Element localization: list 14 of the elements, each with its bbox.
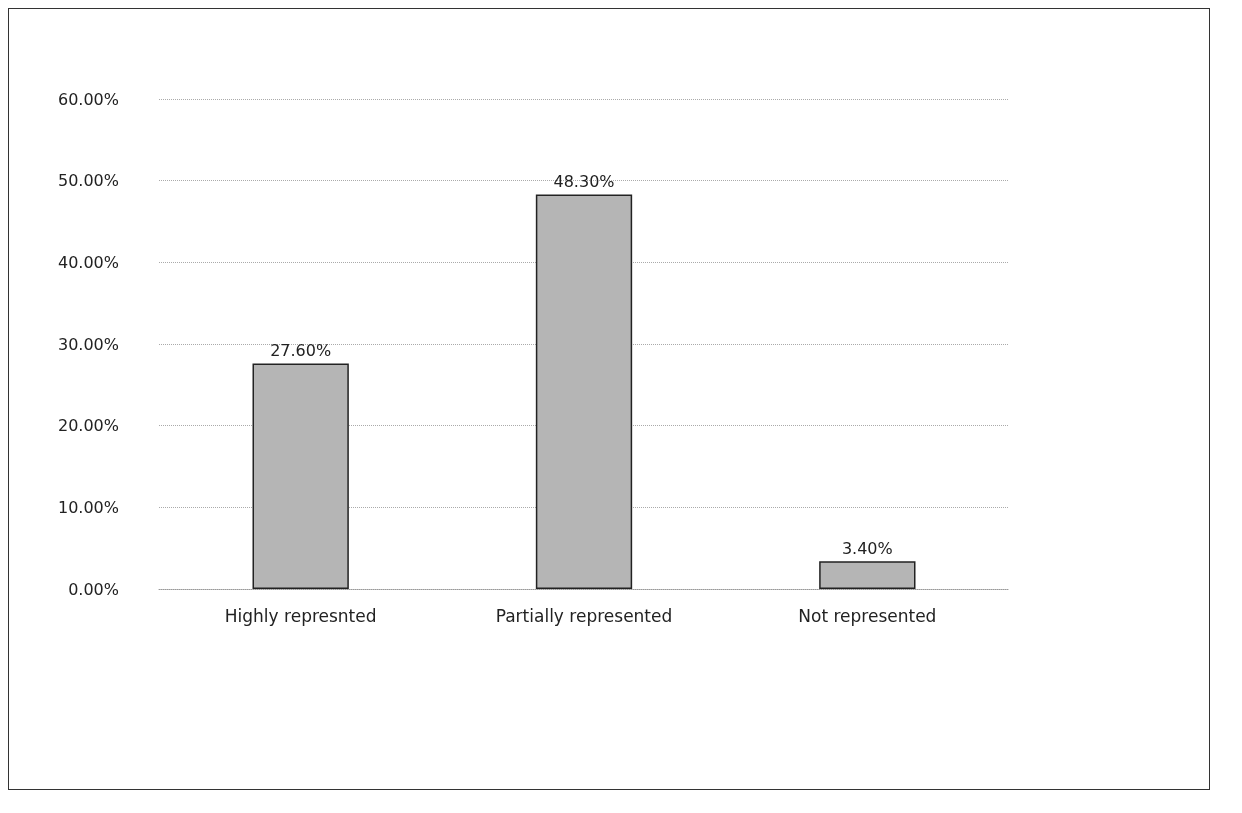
- y-tick-label: 0.00%: [68, 579, 119, 599]
- x-tick-label: Highly represnted: [224, 605, 377, 626]
- data-label: 48.30%: [553, 172, 615, 192]
- bar: [819, 561, 916, 589]
- y-tick-label: 60.00%: [57, 89, 119, 109]
- y-tick-label: 40.00%: [57, 252, 119, 272]
- x-tick-label: Not represented: [798, 605, 937, 626]
- data-label: 3.40%: [841, 538, 893, 558]
- x-tick-label: Partially represented: [495, 605, 673, 626]
- y-tick-label: 20.00%: [57, 416, 119, 436]
- y-tick-label: 10.00%: [57, 497, 119, 517]
- y-tick-label: 30.00%: [57, 334, 119, 354]
- data-label: 27.60%: [270, 341, 332, 361]
- y-tick-label: 50.00%: [57, 171, 119, 191]
